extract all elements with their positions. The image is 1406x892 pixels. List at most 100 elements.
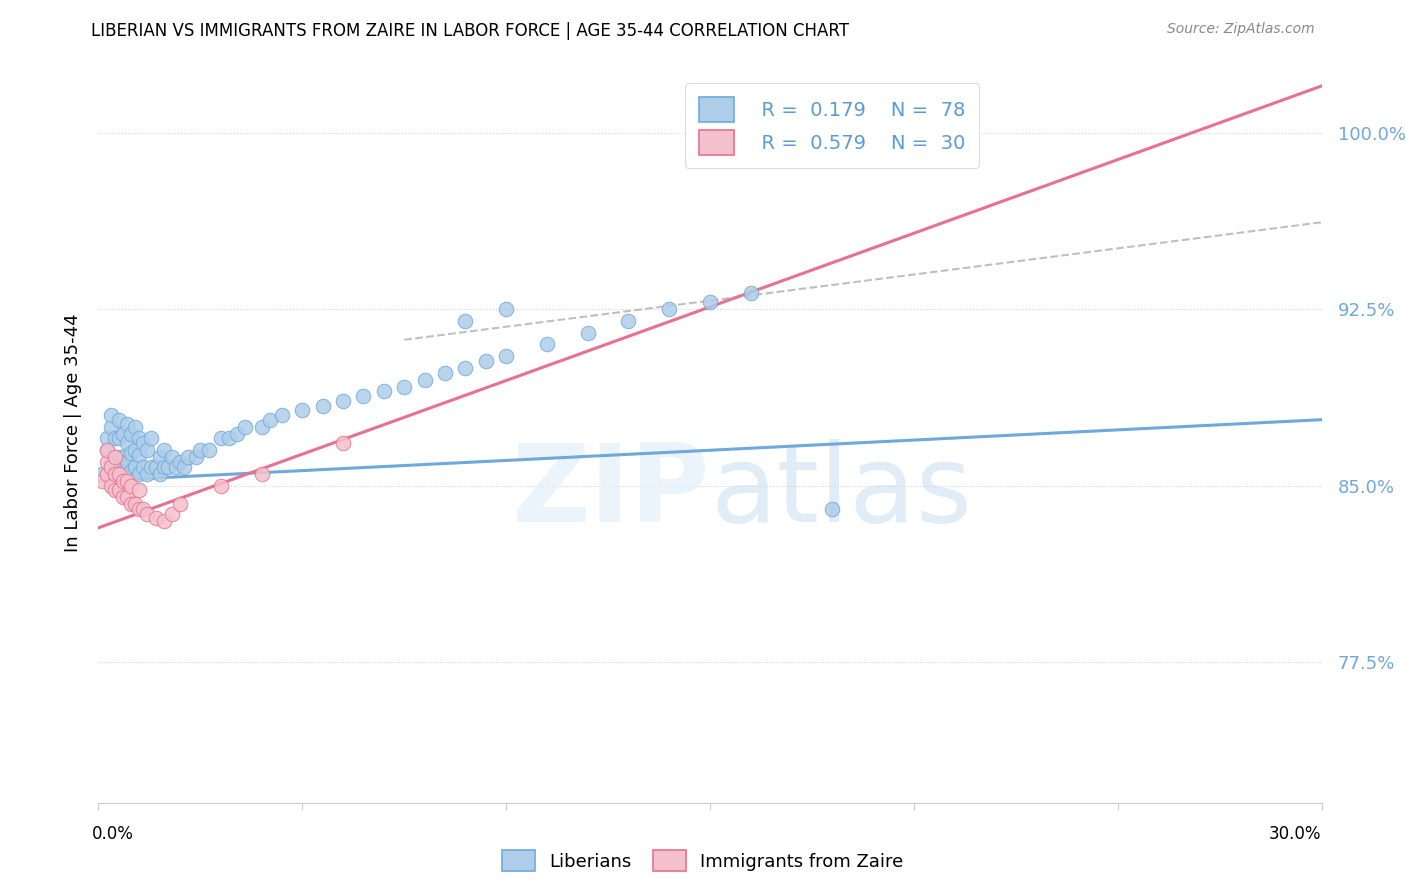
Point (96, 455, 118, 469)
Point (943, 119, 966, 133)
Point (132, 502, 155, 516)
Point (128, 502, 150, 516)
Point (149, 467, 172, 481)
Point (250, 419, 273, 434)
Point (120, 426, 142, 441)
Point (209, 478, 232, 492)
Point (141, 459, 163, 474)
Point (434, 366, 457, 380)
Point (332, 436, 354, 450)
Point (96, 467, 118, 481)
Legend:   R =  0.179    N =  78,   R =  0.579    N =  30: R = 0.179 N = 78, R = 0.579 N = 30 (685, 83, 980, 169)
Point (100, 459, 122, 474)
Point (100, 455, 122, 469)
Point (149, 450, 172, 465)
Point (120, 497, 142, 511)
Point (165, 459, 187, 474)
Point (145, 459, 167, 474)
Point (100, 419, 122, 434)
Y-axis label: In Labor Force | Age 35-44: In Labor Force | Age 35-44 (63, 313, 82, 552)
Point (120, 464, 142, 478)
Point (120, 445, 142, 459)
Point (104, 459, 127, 474)
Point (100, 408, 122, 422)
Text: 30.0%: 30.0% (1270, 825, 1322, 843)
Text: LIBERIAN VS IMMIGRANTS FROM ZAIRE IN LABOR FORCE | AGE 35-44 CORRELATION CHART: LIBERIAN VS IMMIGRANTS FROM ZAIRE IN LAB… (91, 22, 849, 40)
Point (259, 413, 281, 427)
Point (177, 450, 200, 465)
Point (111, 490, 134, 504)
Point (536, 337, 558, 351)
Point (124, 419, 146, 434)
Point (132, 459, 155, 474)
Point (96, 432, 118, 446)
Point (474, 354, 498, 368)
Point (115, 467, 138, 481)
Point (128, 483, 150, 498)
Point (136, 507, 159, 521)
Point (96, 443, 118, 458)
Point (152, 443, 174, 458)
Point (576, 326, 599, 340)
Point (169, 497, 191, 511)
Point (352, 389, 374, 403)
Point (495, 349, 517, 363)
Point (250, 467, 273, 481)
Point (197, 443, 219, 458)
Point (132, 436, 155, 450)
Point (413, 373, 436, 387)
Point (312, 399, 335, 413)
Point (104, 450, 127, 465)
Point (104, 432, 127, 446)
Point (115, 455, 138, 469)
Point (160, 507, 183, 521)
Point (115, 490, 138, 504)
Point (100, 478, 122, 492)
Point (111, 450, 134, 465)
Point (218, 432, 240, 446)
Point (91, 474, 114, 488)
Point (495, 302, 517, 317)
Point (128, 432, 150, 446)
Point (111, 426, 134, 441)
Point (821, 502, 844, 516)
Point (145, 511, 167, 525)
Point (111, 459, 134, 474)
Text: 0.0%: 0.0% (91, 825, 134, 843)
Point (104, 467, 127, 481)
Point (136, 467, 159, 481)
Point (115, 474, 138, 488)
Point (136, 443, 159, 458)
Point (128, 448, 150, 462)
Point (291, 403, 314, 417)
Text: atlas: atlas (710, 439, 972, 545)
Point (332, 393, 354, 408)
Point (152, 514, 174, 528)
Point (169, 455, 191, 469)
Point (233, 419, 256, 434)
Point (108, 467, 131, 481)
Point (108, 467, 131, 481)
Point (617, 314, 640, 328)
Point (454, 314, 477, 328)
Point (104, 483, 127, 498)
Point (186, 450, 208, 465)
Point (392, 380, 416, 394)
Point (156, 459, 179, 474)
Legend: Liberians, Immigrants from Zaire: Liberians, Immigrants from Zaire (495, 843, 911, 879)
Point (658, 302, 681, 317)
Point (104, 450, 127, 465)
Point (141, 432, 163, 446)
Point (115, 417, 138, 432)
Point (173, 459, 195, 474)
Point (100, 459, 122, 474)
Point (226, 426, 249, 441)
Point (115, 436, 138, 450)
Point (124, 443, 146, 458)
Point (128, 467, 150, 481)
Point (188, 443, 212, 458)
Point (111, 474, 134, 488)
Point (120, 478, 142, 492)
Point (91, 467, 114, 481)
Text: Source: ZipAtlas.com: Source: ZipAtlas.com (1167, 22, 1315, 37)
